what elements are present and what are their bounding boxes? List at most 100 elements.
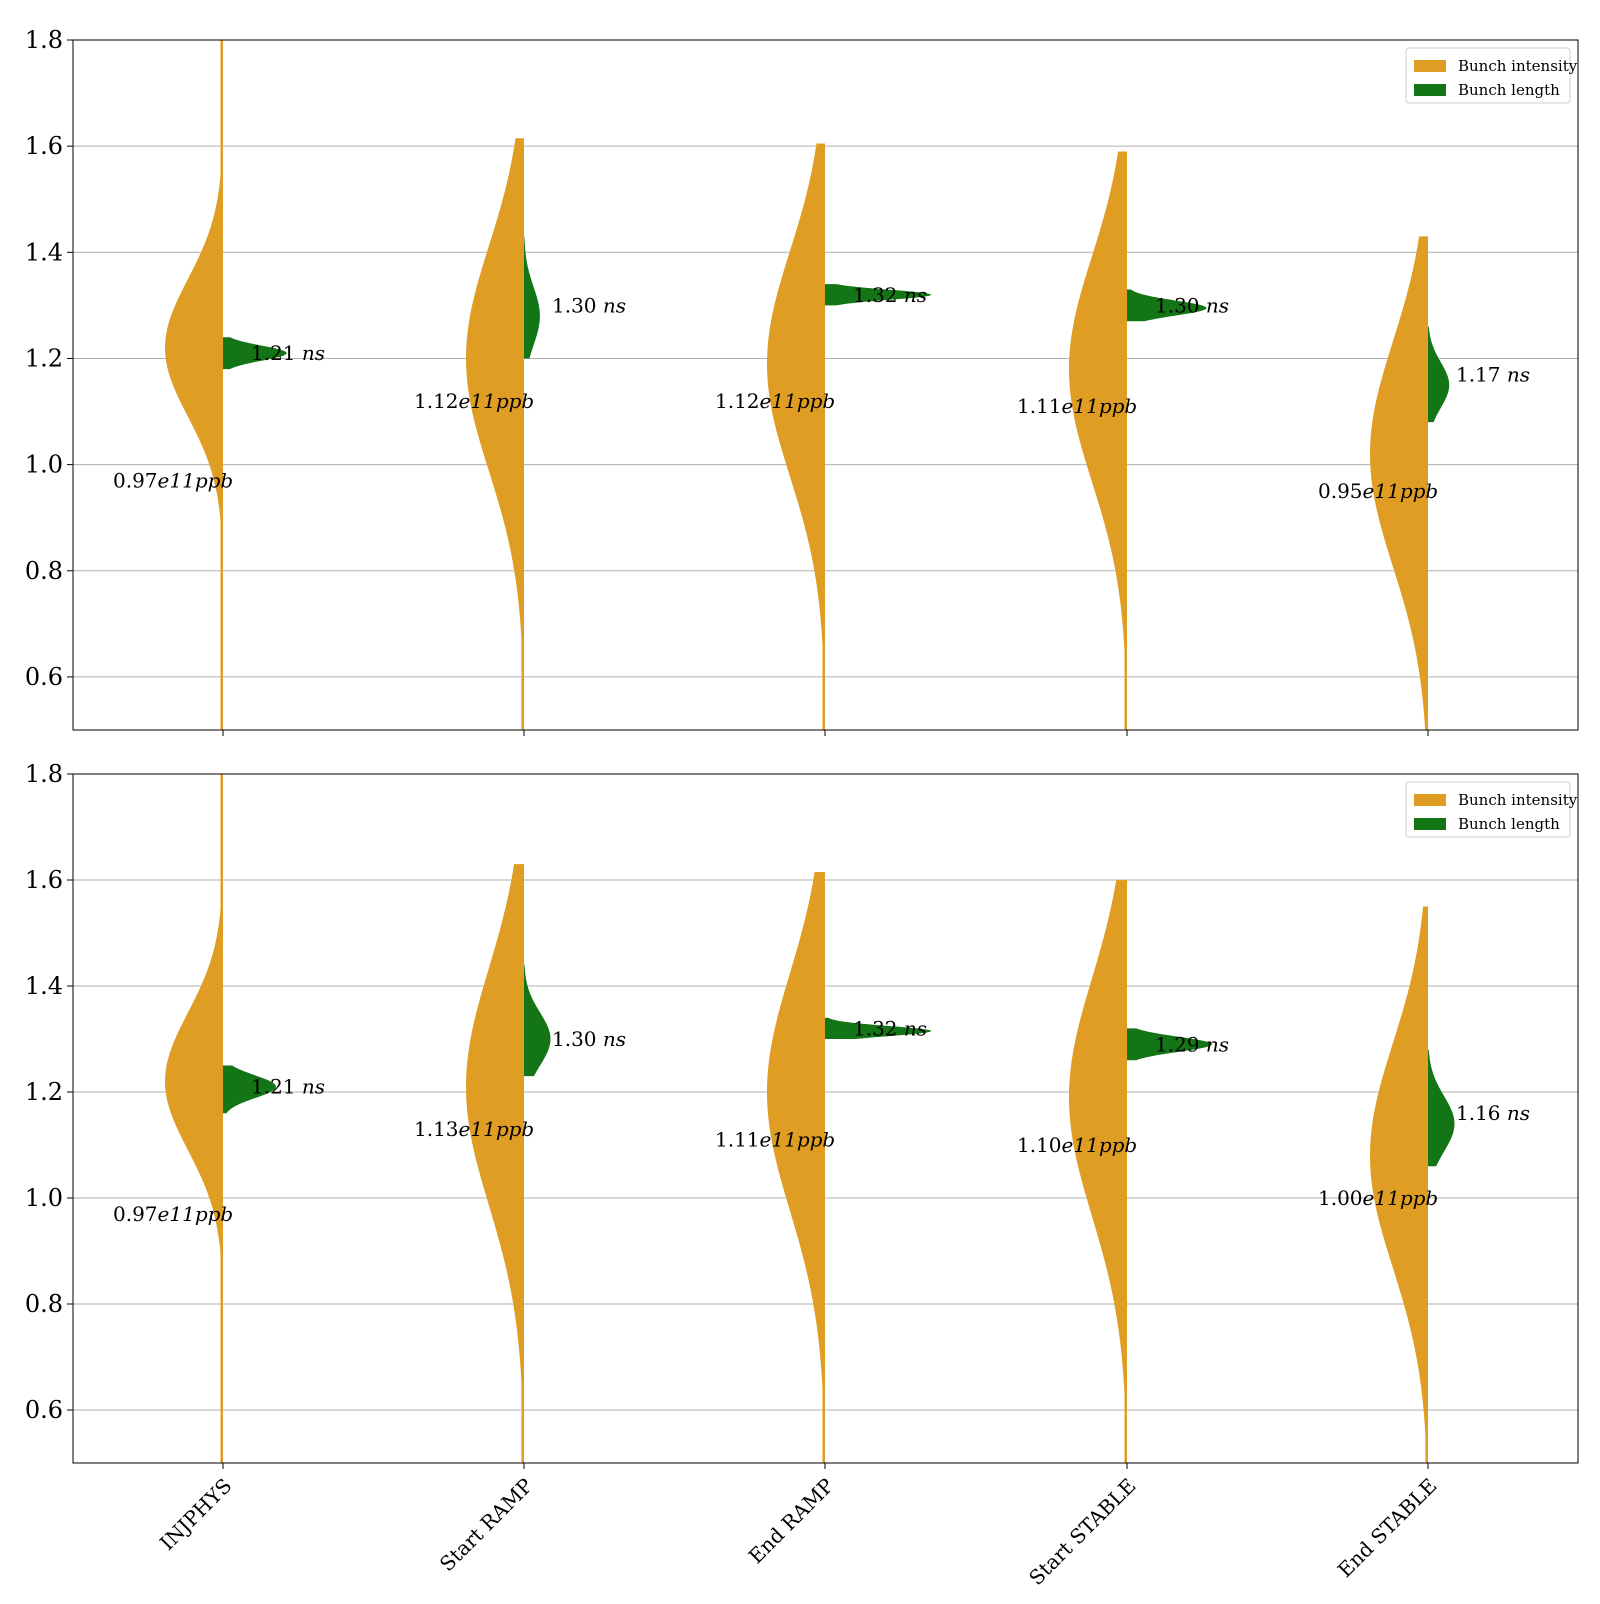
plot-area [165,40,1450,730]
x-category-label: Start RAMP [435,1473,538,1576]
legend: Bunch intensity Bunch length [1405,47,1578,104]
intensity-annotation-exp: e11 [158,1202,195,1226]
violin-length [1127,289,1207,322]
violin-intensity [1069,151,1127,730]
violin-length [825,284,931,306]
x-category-label: End STABLE [1333,1473,1442,1582]
legend-swatch [1414,84,1446,96]
intensity-annotation: 1.12e11ppb [715,389,835,413]
intensity-annotation: 0.97e11ppb [113,1202,233,1226]
length-annotation-value: 1.16 [1456,1101,1507,1125]
y-tick-label: 1.0 [25,1184,63,1212]
length-annotation-unit: ns [1206,1032,1229,1056]
intensity-annotation-unit: ppb [1099,1133,1137,1157]
intensity-annotation: 0.95e11ppb [1318,479,1438,503]
y-tick-label: 1.8 [25,26,63,54]
violin-intensity [1069,880,1127,1463]
violin-length [524,964,551,1077]
x-category-label: Start STABLE [1024,1473,1140,1589]
intensity-annotation-value: 1.11 [1017,394,1062,418]
intensity-annotation-value: 0.97 [113,1202,158,1226]
intensity-annotation-value: 1.12 [414,389,459,413]
length-annotation-value: 1.21 [251,1075,302,1099]
length-annotation-unit: ns [603,293,626,317]
violin-length [223,1065,276,1114]
intensity-annotation-value: 1.00 [1318,1186,1363,1210]
length-annotation-unit: ns [302,1075,325,1099]
violin-length [524,236,540,359]
violin-length [825,1017,931,1039]
length-annotation-value: 1.30 [1155,293,1206,317]
y-tick-label: 0.8 [25,557,63,585]
y-tick-label: 1.6 [25,866,63,894]
intensity-annotation-value: 1.10 [1017,1133,1062,1157]
legend-box [1405,781,1571,838]
intensity-annotation-unit: ppb [1400,1186,1438,1210]
axes-frame [72,39,1579,731]
length-annotation: 1.30 ns [1155,293,1229,317]
length-annotation-unit: ns [1206,293,1229,317]
intensity-annotation-unit: ppb [797,1128,835,1152]
length-annotation: 1.30 ns [552,1027,626,1051]
y-tick-label: 1.4 [25,238,63,266]
violin-intensity [767,143,825,730]
intensity-annotation: 1.12e11ppb [414,389,534,413]
length-annotation-unit: ns [904,1016,927,1040]
legend-swatch [1414,818,1446,830]
legend-label: Bunch length [1458,815,1560,833]
legend-label: Bunch intensity [1458,57,1578,75]
length-annotation: 1.16 ns [1456,1101,1530,1125]
intensity-annotation-unit: ppb [797,389,835,413]
intensity-annotation-value: 1.13 [414,1117,459,1141]
legend-label: Bunch length [1458,81,1560,99]
length-annotation: 1.21 ns [251,1075,325,1099]
intensity-annotation: 0.97e11ppb [113,469,233,493]
legend-box [1405,47,1571,104]
y-tick-label: 1.8 [25,760,63,788]
intensity-annotation-exp: e11 [1363,479,1400,503]
length-annotation: 1.32 ns [853,283,927,307]
legend-label: Bunch intensity [1458,791,1578,809]
x-category-label: INJPHYS [155,1473,236,1554]
length-annotation: 1.21 ns [251,341,325,365]
y-tick-label: 1.0 [25,451,63,479]
intensity-annotation-unit: ppb [195,469,233,493]
length-annotation: 1.30 ns [552,293,626,317]
intensity-annotation-value: 0.97 [113,469,158,493]
intensity-annotation-unit: ppb [1099,394,1137,418]
intensity-annotation-value: 1.11 [715,1128,760,1152]
violin-intensity [767,872,825,1463]
intensity-annotation-exp: e11 [1062,1133,1099,1157]
y-tick-label: 1.2 [25,344,63,372]
plot-area [165,774,1455,1463]
legend-swatch [1414,794,1446,806]
intensity-annotation-exp: e11 [459,1117,496,1141]
length-annotation-value: 1.30 [552,1027,603,1051]
intensity-annotation: 1.10e11ppb [1017,1133,1137,1157]
y-tick-label: 0.6 [25,663,63,691]
length-annotation-unit: ns [603,1027,626,1051]
y-tick-label: 1.6 [25,132,63,160]
intensity-annotation-unit: ppb [496,1117,534,1141]
intensity-annotation-exp: e11 [1363,1186,1400,1210]
length-annotation: 1.29 ns [1155,1032,1229,1056]
length-annotation-unit: ns [302,341,325,365]
y-tick-label: 0.6 [25,1396,63,1424]
violin-intensity [165,774,223,1463]
intensity-annotation-exp: e11 [760,1128,797,1152]
legend: Bunch intensity Bunch length [1405,781,1578,838]
intensity-annotation-exp: e11 [760,389,797,413]
intensity-annotation: 1.11e11ppb [1017,394,1137,418]
y-tick-label: 1.4 [25,972,63,1000]
length-annotation-value: 1.21 [251,341,302,365]
violin-length [1127,1028,1212,1061]
length-annotation-value: 1.29 [1155,1032,1206,1056]
length-annotation-unit: ns [1507,362,1530,386]
violin-length [1428,1049,1455,1167]
intensity-annotation: 1.13e11ppb [414,1117,534,1141]
violin-intensity [1370,236,1428,730]
intensity-annotation-unit: ppb [496,389,534,413]
intensity-annotation: 1.00e11ppb [1318,1186,1438,1210]
